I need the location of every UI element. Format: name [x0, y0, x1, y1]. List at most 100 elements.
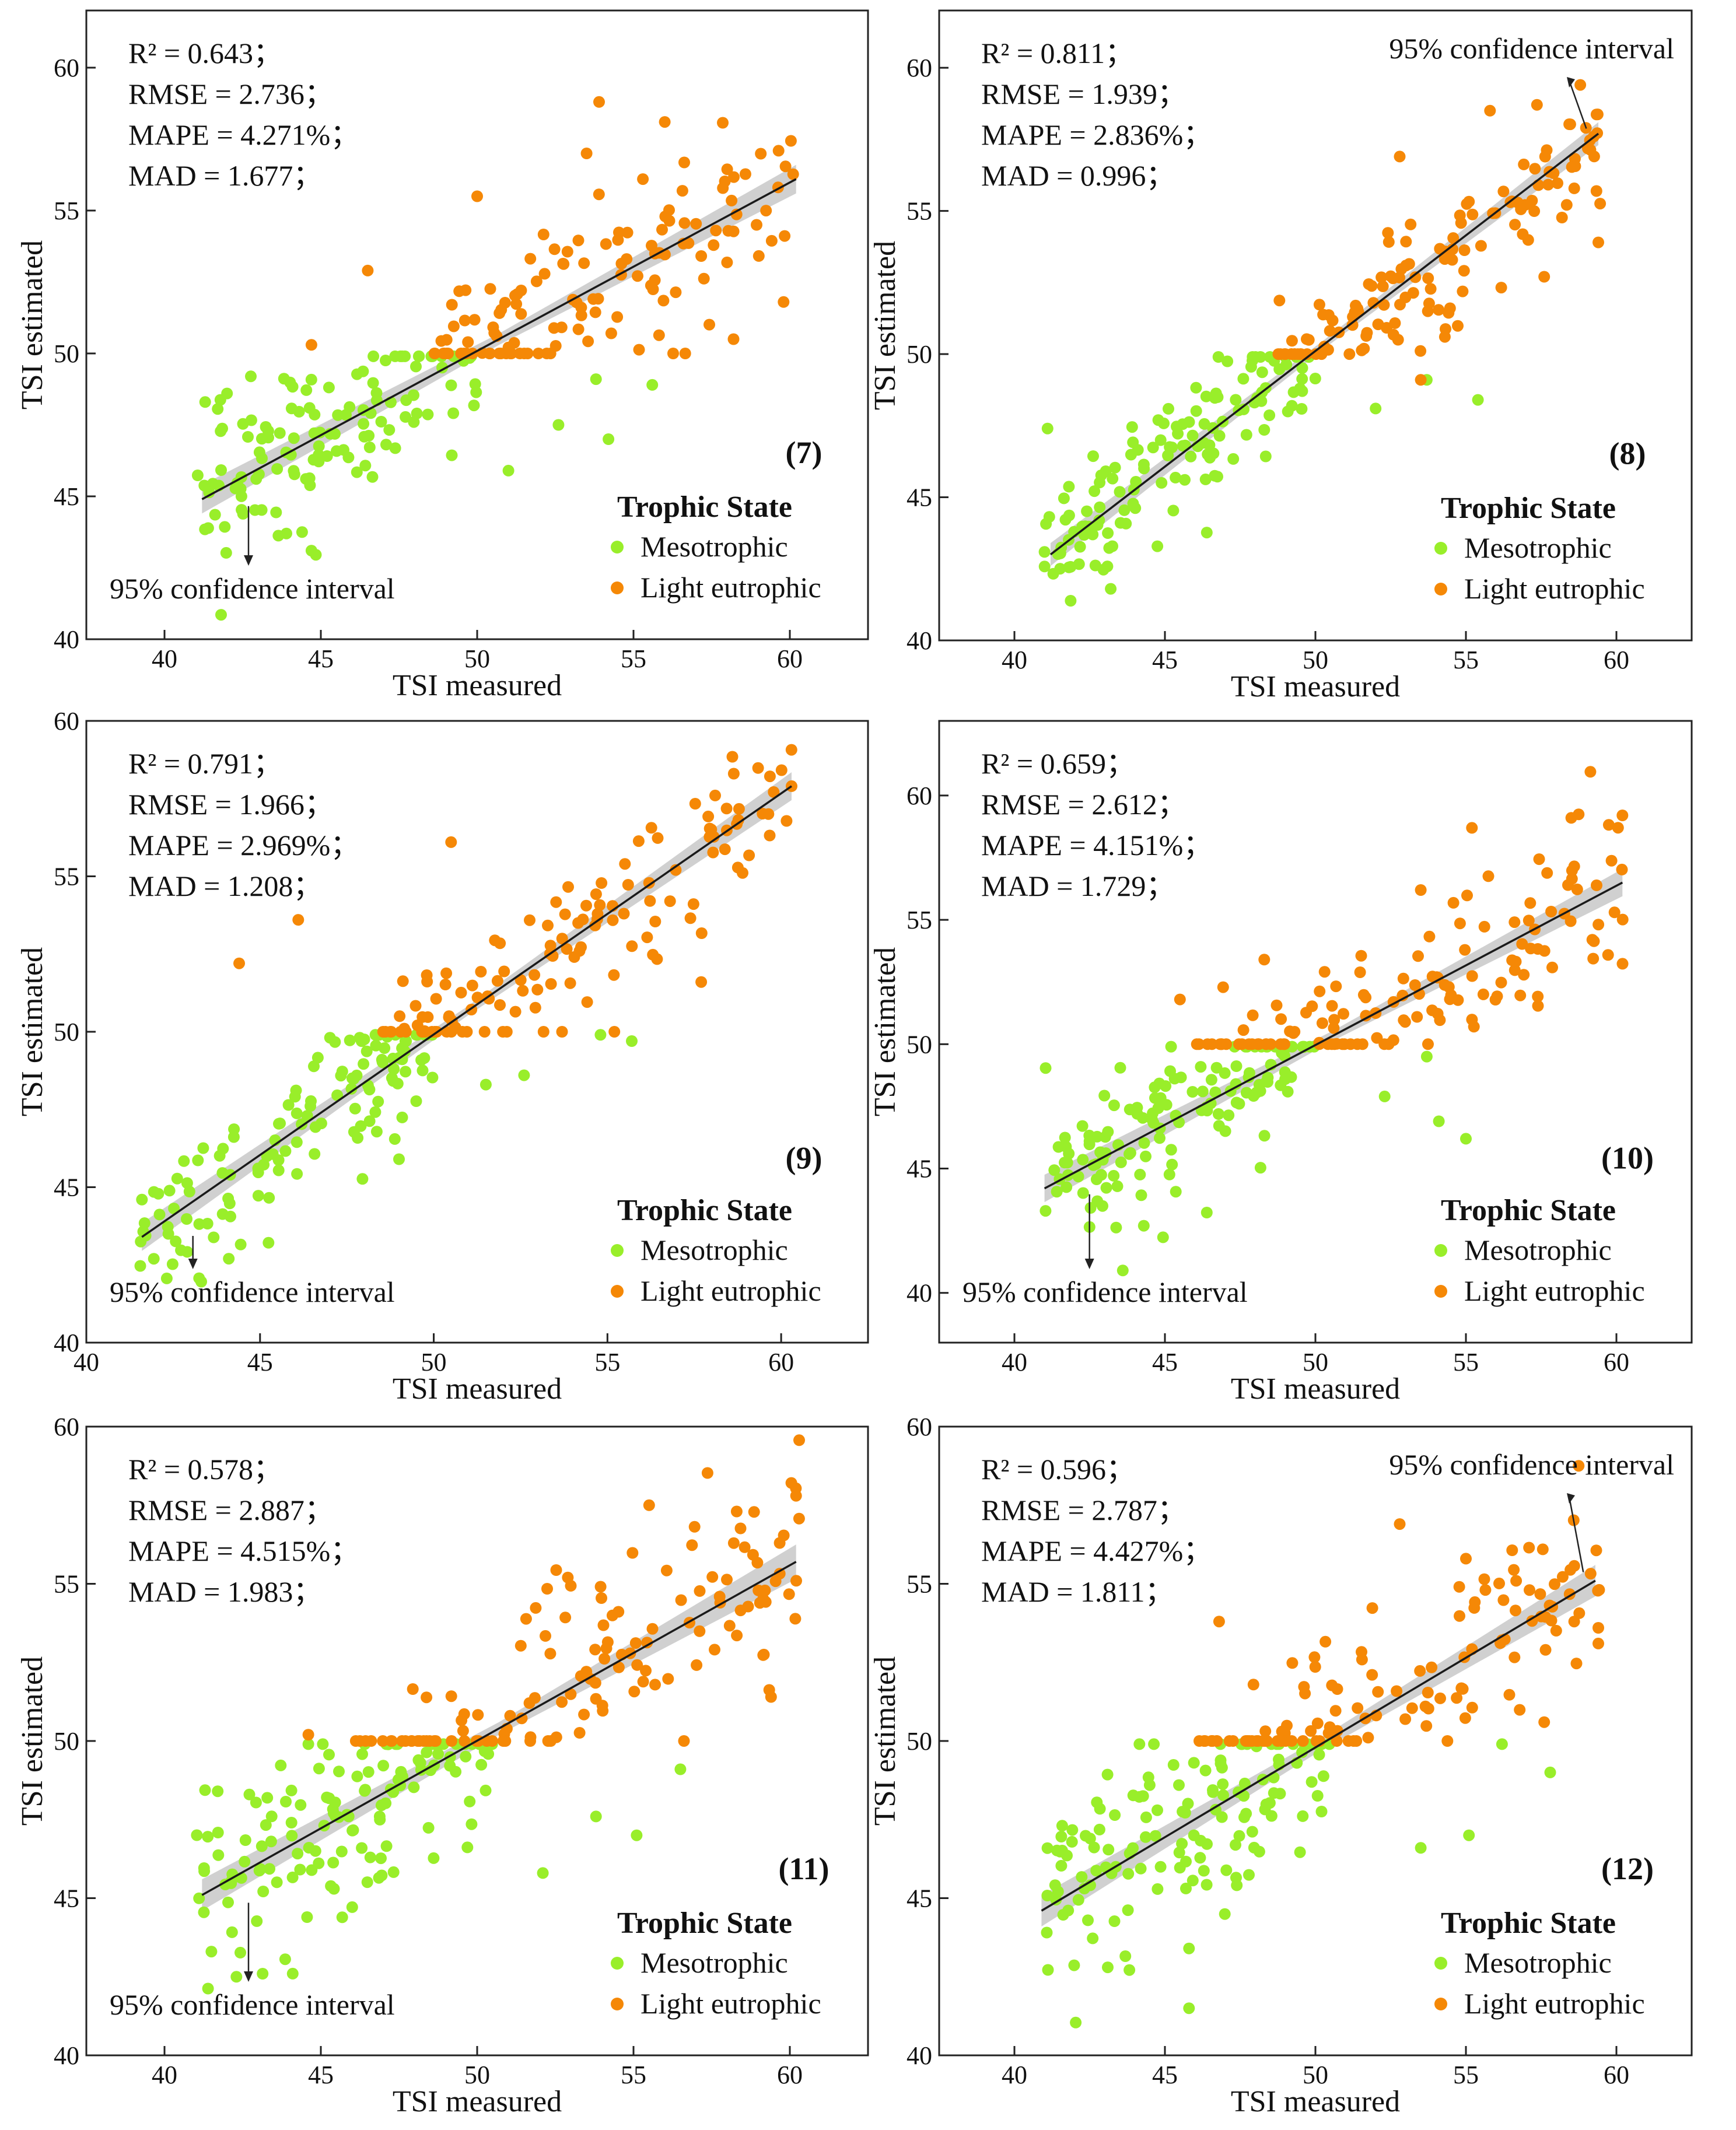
metric-line: R² = 0.596； — [981, 1453, 1135, 1486]
point-light-eutrophic — [772, 145, 785, 157]
point-mesotrophic — [351, 1069, 363, 1081]
point-light-eutrophic — [1514, 989, 1527, 1001]
point-light-eutrophic — [497, 1735, 509, 1747]
point-mesotrophic — [314, 426, 326, 439]
point-mesotrophic — [347, 1824, 359, 1836]
point-light-eutrophic — [1475, 240, 1487, 252]
point-light-eutrophic — [1382, 227, 1394, 239]
point-mesotrophic — [1119, 1950, 1132, 1962]
point-light-eutrophic — [752, 762, 764, 774]
point-mesotrophic — [265, 1835, 277, 1848]
point-light-eutrophic — [1443, 981, 1455, 993]
y-tick-label: 60 — [907, 1413, 932, 1441]
point-mesotrophic — [1378, 1090, 1391, 1102]
point-mesotrophic — [1126, 421, 1138, 433]
point-light-eutrophic — [752, 250, 765, 262]
point-light-eutrophic — [410, 1000, 422, 1012]
point-mesotrophic — [1242, 1071, 1255, 1083]
point-mesotrophic — [358, 418, 370, 430]
x-tick-label: 50 — [421, 1348, 447, 1376]
point-light-eutrophic — [548, 243, 561, 255]
point-light-eutrophic — [607, 914, 619, 926]
point-mesotrophic — [461, 1841, 474, 1854]
point-light-eutrophic — [765, 1691, 777, 1703]
legend-marker — [1434, 1285, 1447, 1298]
point-light-eutrophic — [1419, 1700, 1432, 1712]
point-mesotrophic — [222, 1896, 234, 1908]
point-light-eutrophic — [1454, 209, 1466, 222]
point-mesotrophic — [1460, 1133, 1472, 1145]
point-light-eutrophic — [1372, 318, 1384, 331]
point-mesotrophic — [262, 1236, 275, 1249]
point-mesotrophic — [1127, 498, 1139, 510]
point-mesotrophic — [387, 1866, 400, 1878]
point-mesotrophic — [1048, 1164, 1060, 1176]
point-light-eutrophic — [559, 908, 571, 920]
point-light-eutrophic — [1409, 979, 1421, 991]
point-mesotrophic — [329, 1796, 341, 1809]
point-light-eutrophic — [494, 307, 506, 319]
point-light-eutrophic — [1414, 1665, 1426, 1677]
point-light-eutrophic — [1377, 280, 1389, 292]
point-light-eutrophic — [706, 1571, 719, 1583]
point-mesotrophic — [426, 1071, 439, 1084]
regression-line — [1049, 132, 1600, 556]
point-light-eutrophic — [1491, 990, 1503, 1003]
point-mesotrophic — [1152, 1883, 1164, 1895]
point-light-eutrophic — [1298, 1681, 1310, 1693]
point-light-eutrophic — [1213, 1616, 1225, 1628]
point-light-eutrophic — [292, 914, 304, 926]
chart-panel-10: 40 45 50 55 60 40 45 50 55 60 TSI measured TSI esti… — [869, 720, 1693, 1406]
point-light-eutrophic — [1372, 1686, 1384, 1698]
regression-line — [201, 178, 797, 500]
legend-item: Mesotrophic — [640, 1946, 788, 1979]
point-mesotrophic — [480, 1078, 492, 1091]
point-light-eutrophic — [471, 190, 483, 202]
point-mesotrophic — [1072, 1171, 1084, 1183]
point-mesotrophic — [1087, 1932, 1099, 1945]
point-mesotrophic — [1140, 1150, 1152, 1162]
point-mesotrophic — [1082, 1914, 1094, 1926]
point-mesotrophic — [237, 507, 249, 520]
point-mesotrophic — [1188, 1757, 1200, 1769]
point-mesotrophic — [328, 1883, 340, 1895]
point-mesotrophic — [1135, 1189, 1147, 1201]
regression-line — [1041, 1579, 1596, 1912]
point-mesotrophic — [1202, 449, 1214, 460]
point-mesotrophic — [212, 1827, 224, 1838]
point-mesotrophic — [1041, 422, 1054, 435]
point-light-eutrophic — [582, 335, 594, 348]
point-mesotrophic — [1186, 1086, 1199, 1098]
point-mesotrophic — [1219, 1125, 1231, 1137]
point-light-eutrophic — [1586, 934, 1598, 946]
x-tick-label: 40 — [74, 1348, 99, 1376]
point-mesotrophic — [1210, 387, 1222, 400]
x-axis-label: TSI measured — [1231, 1372, 1400, 1406]
point-light-eutrophic — [233, 957, 245, 969]
metric-line: R² = 0.791； — [128, 747, 282, 780]
point-mesotrophic — [1060, 1181, 1073, 1193]
point-mesotrophic — [279, 1145, 292, 1157]
point-light-eutrophic — [1400, 236, 1412, 248]
point-mesotrophic — [215, 609, 227, 621]
point-mesotrophic — [309, 1845, 321, 1857]
point-mesotrophic — [1056, 1820, 1068, 1832]
point-mesotrophic — [260, 1819, 272, 1831]
point-mesotrophic — [460, 1750, 472, 1763]
point-mesotrophic — [1245, 360, 1257, 373]
point-light-eutrophic — [1397, 972, 1409, 985]
point-mesotrophic — [1122, 1868, 1135, 1880]
legend-title: Trophic State — [617, 1194, 792, 1227]
point-light-eutrophic — [598, 1653, 611, 1665]
point-light-eutrophic — [572, 917, 584, 929]
point-light-eutrophic — [1265, 1038, 1277, 1050]
point-light-eutrophic — [1545, 906, 1558, 917]
point-mesotrophic — [1198, 1865, 1210, 1877]
point-light-eutrophic — [1549, 1578, 1560, 1591]
point-mesotrophic — [1209, 1086, 1222, 1098]
point-mesotrophic — [396, 1111, 408, 1123]
point-mesotrophic — [1180, 1882, 1192, 1894]
point-light-eutrophic — [1616, 810, 1629, 821]
point-mesotrophic — [1262, 1076, 1273, 1088]
point-mesotrophic — [1246, 1826, 1258, 1838]
